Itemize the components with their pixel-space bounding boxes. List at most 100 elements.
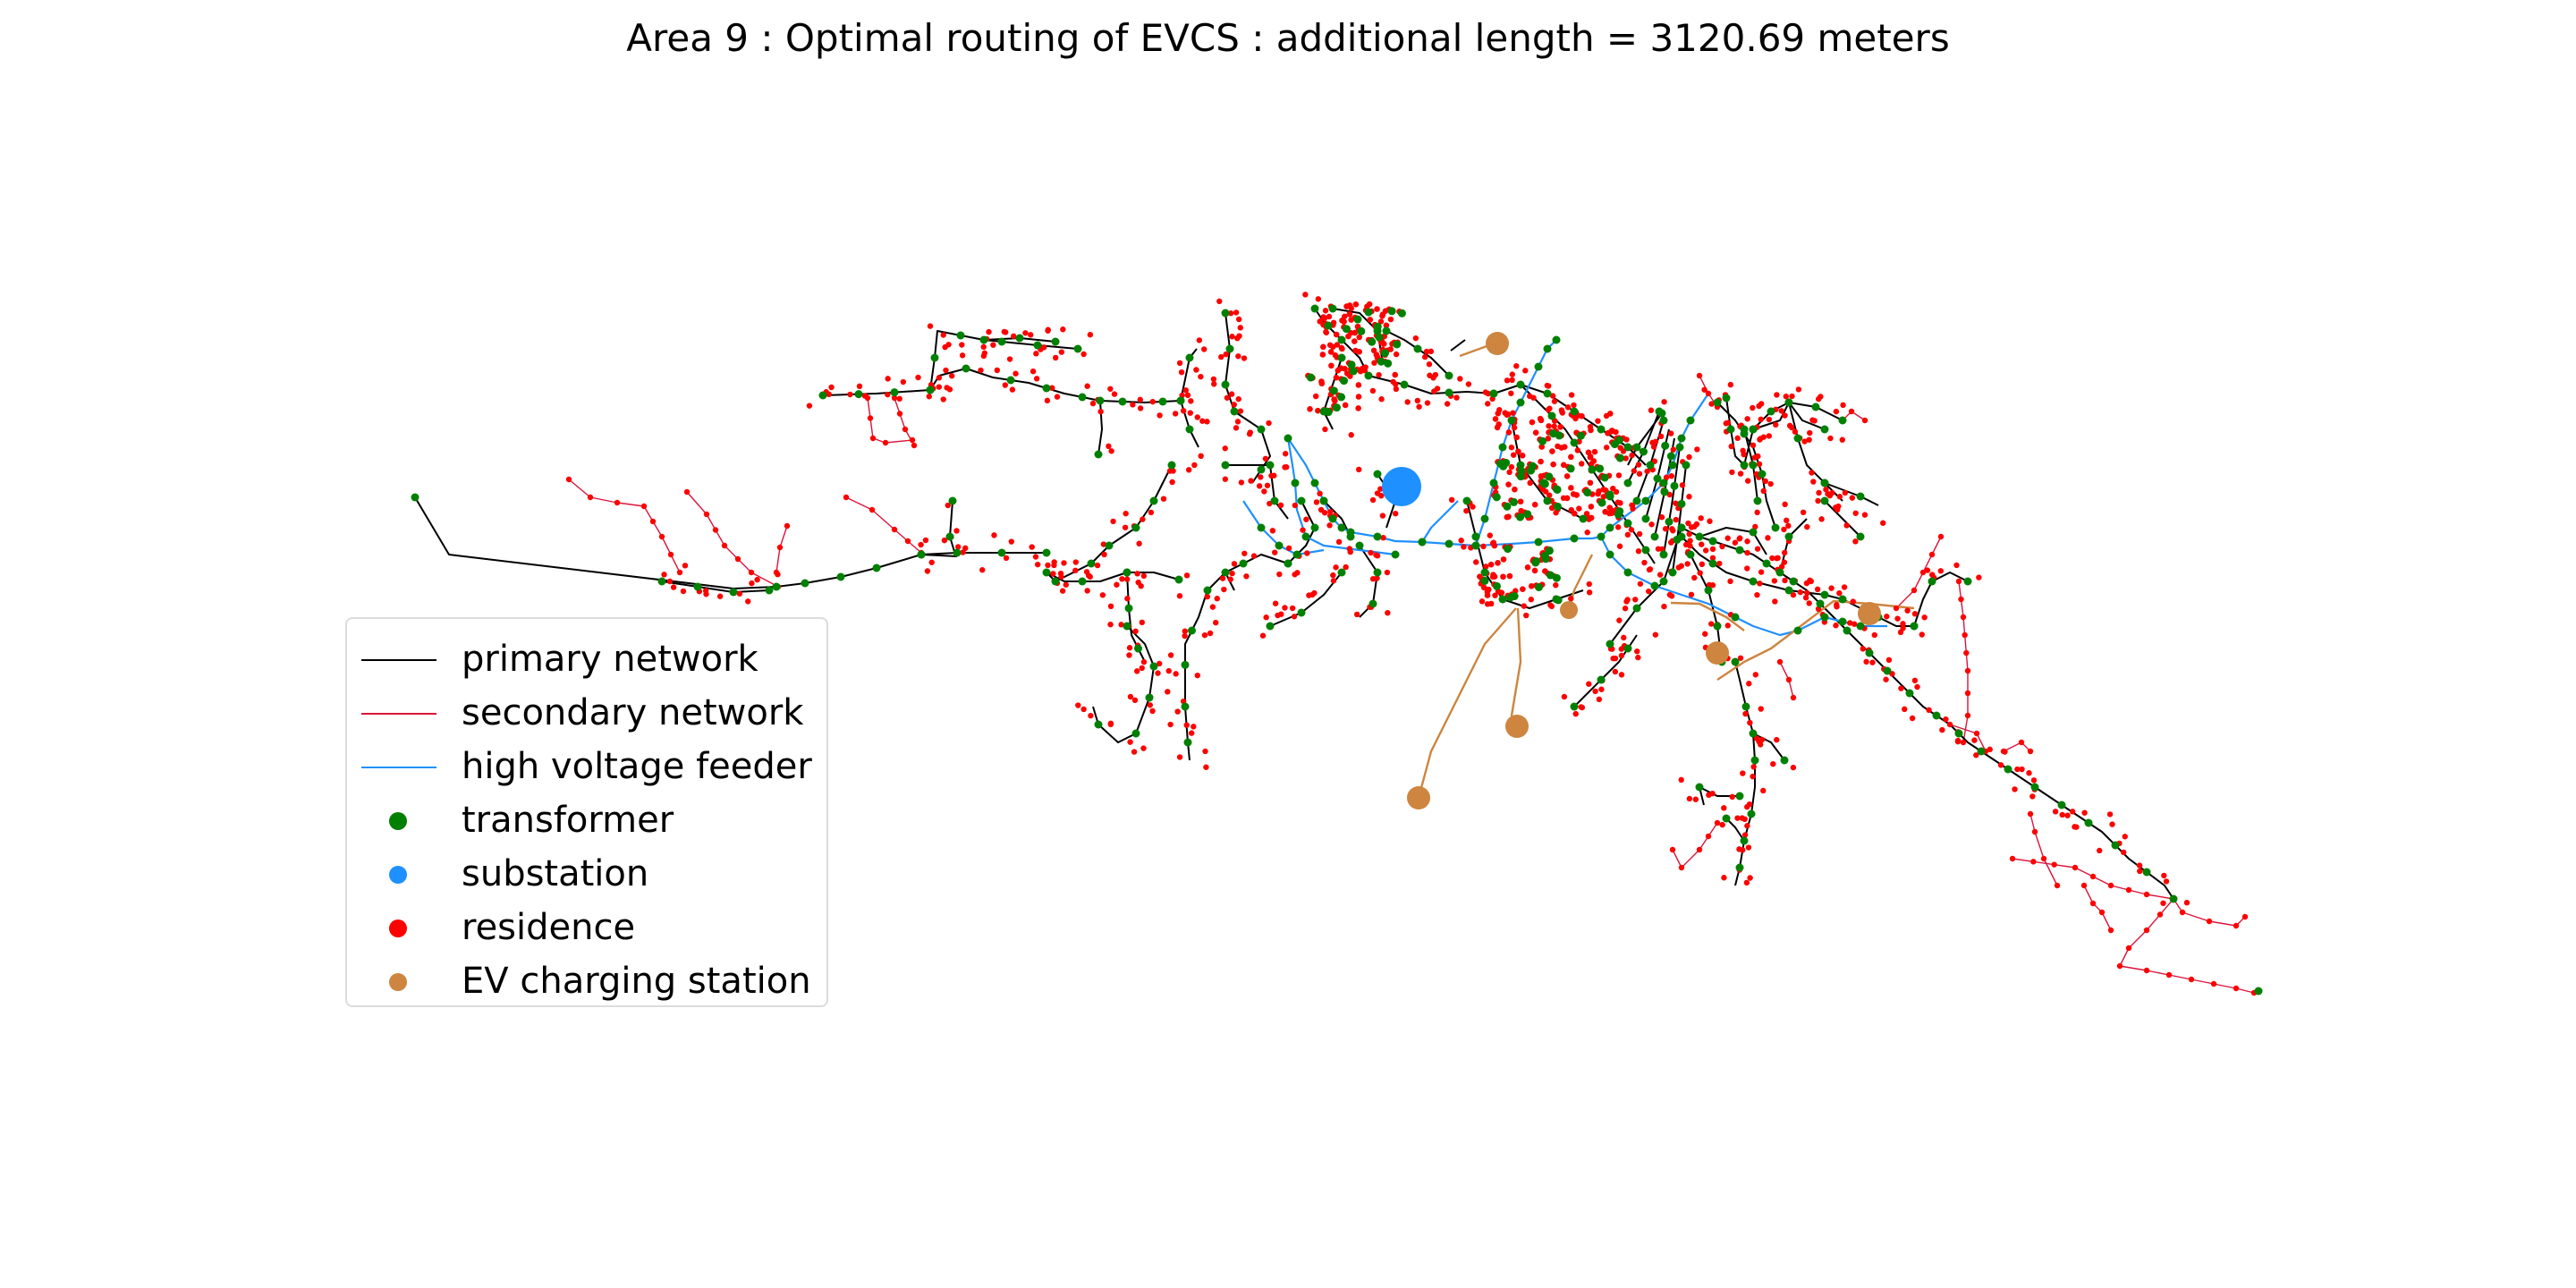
- residence-node: [1320, 314, 1326, 320]
- residence-node: [1719, 543, 1725, 550]
- residence-node: [1650, 444, 1657, 450]
- residence-node: [1797, 589, 1804, 596]
- residence-node: [784, 522, 791, 530]
- residence-node: [1629, 452, 1635, 459]
- residence-node: [1871, 631, 1877, 639]
- transformer-node: [872, 564, 881, 572]
- transformer-node: [1838, 595, 1847, 604]
- residence-node: [1180, 408, 1187, 414]
- residence-node: [1964, 667, 1971, 674]
- residence-node: [927, 323, 934, 329]
- residence-node: [1709, 546, 1716, 553]
- transformer-node: [1078, 393, 1087, 402]
- transformer-node: [1516, 398, 1525, 407]
- residence-node: [1050, 571, 1056, 577]
- transformer-node: [1538, 436, 1547, 445]
- residence-node: [1758, 569, 1765, 575]
- transformer-node: [890, 388, 899, 397]
- transformer-node: [1820, 425, 1829, 434]
- transformer-node: [1445, 371, 1453, 380]
- residence-node: [1052, 354, 1059, 361]
- residence-node: [1558, 445, 1565, 451]
- secondary-line: [2119, 898, 2259, 994]
- residence-node: [754, 576, 760, 583]
- residence-node: [1760, 787, 1767, 794]
- residence-node: [1294, 570, 1301, 576]
- residence-node: [1697, 570, 1703, 576]
- residence-node: [1614, 499, 1621, 505]
- transformer-node: [997, 337, 1006, 346]
- residence-node: [1448, 496, 1455, 504]
- residence-node: [1911, 677, 1919, 683]
- residence-node: [1827, 435, 1834, 442]
- residence-node: [1339, 318, 1345, 324]
- residence-node: [2064, 812, 2071, 818]
- residence-node: [1772, 598, 1778, 605]
- residence-node: [1786, 422, 1793, 429]
- residence-node: [1702, 631, 1708, 637]
- transformer-node: [1400, 380, 1409, 389]
- residence-node: [1342, 402, 1349, 409]
- residence-node: [1506, 469, 1513, 476]
- primary-line: [1046, 563, 1092, 582]
- residence-node: [1835, 506, 1841, 513]
- residence-node: [1312, 393, 1319, 400]
- residence-node: [1708, 401, 1715, 407]
- residence-node: [1686, 453, 1692, 461]
- transformer-node: [1570, 702, 1579, 711]
- residence-node: [2031, 828, 2038, 835]
- residence-node: [940, 332, 946, 338]
- residence-node: [1465, 381, 1472, 387]
- residence-node: [667, 551, 674, 558]
- residence-node: [1003, 555, 1010, 562]
- residence-node: [1595, 490, 1601, 497]
- transformer-node: [1641, 546, 1650, 555]
- transformer-node: [1731, 657, 1740, 666]
- residence-node: [1600, 486, 1606, 493]
- transformer-node: [1042, 568, 1051, 577]
- residence-node: [1808, 578, 1814, 585]
- transformer-node: [1319, 496, 1328, 505]
- residence-node: [1781, 559, 1788, 565]
- hv-feeder-line: [1475, 535, 1602, 547]
- transformer-node: [2111, 841, 2120, 850]
- residence-node: [1032, 554, 1039, 560]
- residence-node: [2018, 739, 2025, 746]
- chart-title: Area 9 : Optimal routing of EVCS : addit…: [626, 16, 1950, 60]
- residence-node: [1202, 748, 1208, 755]
- residence-node: [922, 537, 929, 544]
- transformer-node: [1342, 325, 1351, 334]
- transformer-node: [1257, 425, 1266, 434]
- transformer-node: [818, 391, 827, 400]
- residence-node: [773, 569, 780, 576]
- transformer-node: [1051, 577, 1060, 586]
- transformer-node: [1767, 407, 1775, 416]
- transformer-node: [1668, 461, 1677, 470]
- residence-node: [1752, 672, 1759, 678]
- transformer-node: [1793, 626, 1802, 635]
- transformer-node: [1539, 479, 1548, 487]
- transformer-node: [1328, 304, 1337, 313]
- residence-node: [1624, 597, 1631, 603]
- transformer-node: [772, 582, 781, 591]
- residence-node: [1861, 512, 1868, 518]
- residence-node: [1457, 376, 1463, 382]
- residence-node: [1302, 292, 1309, 298]
- residence-node: [1752, 523, 1758, 530]
- ev-charging-station-node: [1505, 715, 1529, 738]
- residence-node: [1847, 620, 1853, 626]
- residence-node: [1126, 645, 1133, 651]
- transformer-node: [1380, 349, 1389, 358]
- residence-node: [1696, 846, 1703, 853]
- transformer-node: [1042, 548, 1051, 557]
- transformer-node: [1677, 499, 1686, 508]
- residence-node: [1379, 311, 1386, 318]
- transformer-node: [1292, 550, 1301, 559]
- residence-node: [1750, 404, 1756, 411]
- legend-label-transformer: transformer: [462, 800, 674, 841]
- transformer-node: [1928, 577, 1936, 586]
- residence-node: [640, 503, 648, 510]
- transformer-node: [1230, 407, 1239, 416]
- residence-node: [1818, 394, 1824, 400]
- residence-node: [1084, 588, 1090, 594]
